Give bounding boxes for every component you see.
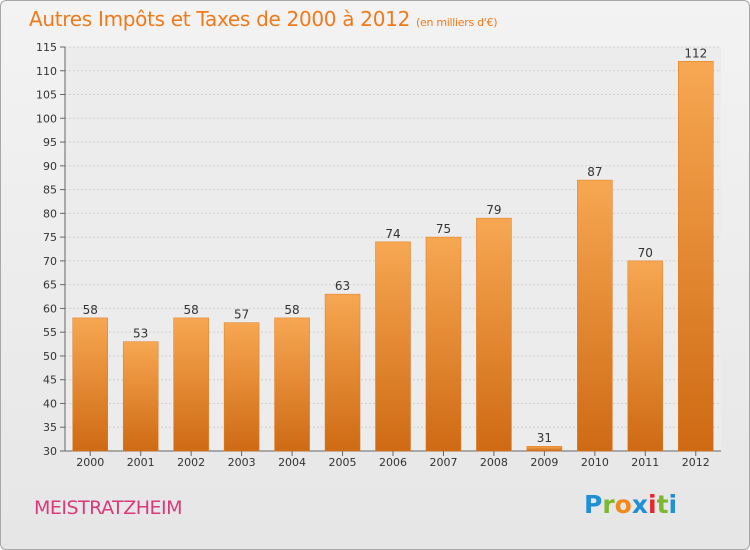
y-tick-label: 95 (43, 136, 57, 149)
bar (274, 317, 310, 452)
y-tick-label: 80 (43, 207, 57, 220)
y-tick-label: 35 (43, 421, 57, 434)
chart-title-text: Autres Impôts et Taxes de 2000 à 2012 (29, 7, 410, 31)
y-tick-label: 90 (43, 160, 57, 173)
bar (324, 293, 361, 452)
x-tick-label: 2009 (530, 456, 558, 469)
data-label: 57 (234, 308, 249, 322)
data-label: 58 (184, 303, 199, 317)
y-tick-label: 85 (43, 184, 57, 197)
data-label: 74 (385, 227, 400, 241)
data-label: 112 (684, 46, 707, 60)
y-tick-label: 40 (43, 397, 57, 410)
y-tick-label: 115 (36, 41, 57, 54)
proxiti-logo: Proxiti (584, 490, 677, 519)
bar (122, 341, 159, 452)
x-tick-label: 2002 (177, 456, 205, 469)
y-tick-label: 110 (36, 65, 57, 78)
data-label: 58 (284, 303, 299, 317)
y-tick-label: 100 (36, 112, 57, 125)
y-tick-label: 65 (43, 279, 57, 292)
commune-name: MEISTRATZHEIM (34, 497, 183, 519)
chart-title: Autres Impôts et Taxes de 2000 à 2012 (en… (29, 7, 497, 31)
logo-letter: t (656, 490, 669, 519)
bar (526, 445, 563, 452)
y-tick-label: 30 (43, 445, 57, 458)
x-tick-label: 2004 (278, 456, 306, 469)
logo-letter: r (602, 490, 615, 519)
x-tick-label: 2010 (581, 456, 609, 469)
bar (72, 317, 108, 452)
bar (627, 260, 664, 452)
x-tick-label: 2000 (76, 456, 104, 469)
data-label: 70 (638, 246, 653, 260)
data-label: 63 (335, 279, 350, 293)
x-tick-label: 2007 (429, 456, 457, 469)
bar (173, 317, 209, 452)
y-tick-label: 75 (43, 231, 57, 244)
data-label: 87 (587, 165, 602, 179)
x-tick-label: 2006 (379, 456, 407, 469)
bar (375, 241, 411, 452)
data-label: 31 (537, 431, 552, 445)
x-tick-label: 2001 (127, 456, 155, 469)
bar (425, 236, 462, 452)
data-label: 58 (83, 303, 98, 317)
data-label: 75 (436, 222, 451, 236)
x-tick-label: 2003 (228, 456, 256, 469)
logo-letter: P (584, 490, 603, 519)
data-label: 53 (133, 327, 148, 341)
x-tick-label: 2011 (631, 456, 659, 469)
bar (577, 179, 613, 452)
bar (678, 61, 714, 452)
x-tick-label: 2005 (329, 456, 357, 469)
y-tick-label: 105 (36, 89, 57, 102)
bar (476, 217, 512, 452)
y-tick-label: 70 (43, 255, 57, 268)
logo-letter: o (614, 490, 632, 519)
logo-letter: i (668, 490, 678, 519)
y-tick-label: 55 (43, 326, 57, 339)
chart-subtitle: (en milliers d'€) (416, 16, 498, 29)
logo-letter: i (648, 490, 657, 519)
x-tick-label: 2012 (682, 456, 710, 469)
data-label: 79 (486, 203, 501, 217)
y-tick-label: 50 (43, 350, 57, 363)
y-tick-label: 45 (43, 374, 57, 387)
logo-letter: x (631, 490, 648, 519)
bar (223, 322, 260, 452)
x-tick-label: 2008 (480, 456, 508, 469)
y-tick-label: 60 (43, 302, 57, 315)
